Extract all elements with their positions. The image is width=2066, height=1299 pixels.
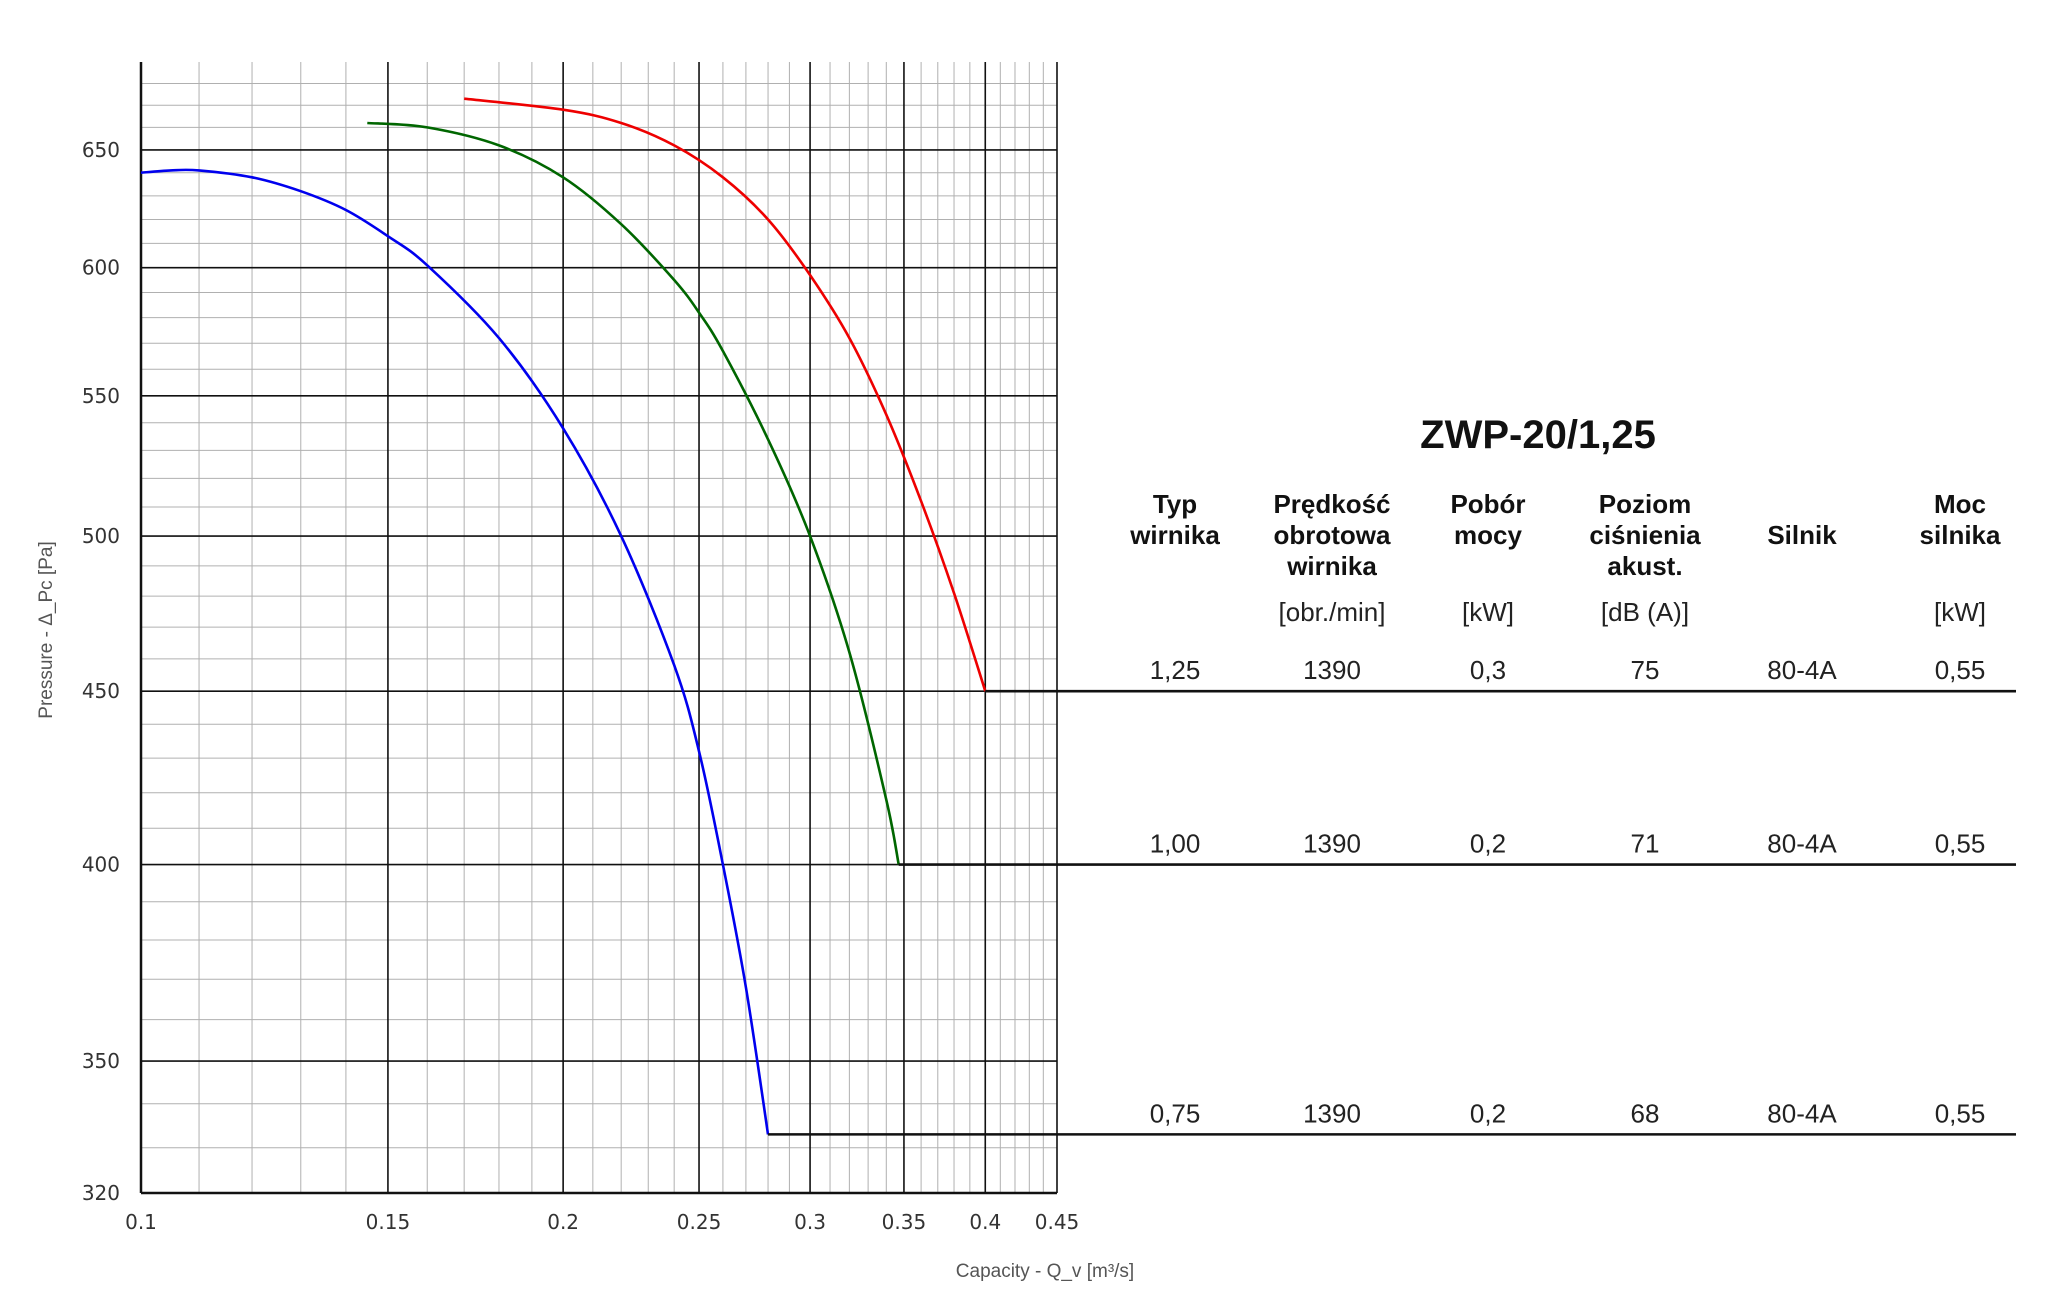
x-tick-label: 0.25 [677, 1210, 722, 1234]
column-header: mocy [1454, 520, 1522, 550]
y-tick-label: 450 [82, 679, 120, 703]
axes [139, 62, 1057, 1195]
y-tick-label: 650 [82, 138, 120, 162]
series-line-3 [464, 97, 987, 692]
x-tick-label: 0.2 [547, 1210, 579, 1234]
table-cell: 80-4A [1767, 829, 1837, 859]
column-header: Pobór [1450, 489, 1525, 519]
y-tick-label: 550 [82, 384, 120, 408]
table-cell: 0,75 [1150, 1098, 1201, 1128]
minor-grid [141, 62, 1057, 1193]
column-header: obrotowa [1274, 520, 1392, 550]
table-cell: 71 [1631, 829, 1660, 859]
x-tick-labels: 0.1 0.15 0.2 0.25 0.3 0.35 0.4 0.45 [125, 1210, 1079, 1234]
x-tick-label: 0.15 [366, 1210, 411, 1234]
x-tick-label: 0.3 [794, 1210, 826, 1234]
table-cell: 80-4A [1767, 1098, 1837, 1128]
table-cell: 1,00 [1150, 829, 1201, 859]
table-cell: 0,55 [1935, 655, 1986, 685]
table-cell: 0,2 [1470, 829, 1506, 859]
table-cell: 1390 [1303, 1098, 1361, 1128]
y-tick-labels: 320 350 400 450 500 550 600 650 [82, 138, 120, 1205]
column-header: Poziom [1599, 489, 1691, 519]
y-tick-label: 320 [82, 1181, 120, 1205]
table-cell: 0,55 [1935, 829, 1986, 859]
column-header: Prędkość [1273, 489, 1390, 519]
column-header: wirnika [1129, 520, 1220, 550]
table-cell: 0,3 [1470, 655, 1506, 685]
y-axis-label: Pressure - Δ_Pc [Pa] [36, 541, 57, 718]
x-tick-label: 0.1 [125, 1210, 157, 1234]
column-unit: [dB (A)] [1601, 597, 1689, 627]
y-tick-label: 400 [82, 853, 120, 877]
chart-title: ZWP-20/1,25 [1420, 413, 1656, 457]
column-header: Typ [1153, 489, 1197, 519]
series-line-2 [367, 121, 900, 865]
column-header: Moc [1934, 489, 1986, 519]
major-grid [140, 62, 1058, 1194]
x-tick-label: 0.45 [1035, 1210, 1080, 1234]
table-cell: 68 [1631, 1098, 1660, 1128]
y-tick-label: 350 [82, 1049, 120, 1073]
series-lines [140, 97, 987, 1135]
x-tick-label: 0.35 [882, 1210, 927, 1234]
x-axis-label: Capacity - Q_v [m³/s] [956, 1261, 1134, 1282]
table-cell: 1390 [1303, 655, 1361, 685]
column-unit: [obr./min] [1279, 597, 1386, 627]
table-cell: 80-4A [1767, 655, 1837, 685]
column-unit: [kW] [1934, 597, 1986, 627]
series-line-1 [140, 168, 770, 1135]
column-header: Silnik [1767, 520, 1837, 550]
table-cell: 1,25 [1150, 655, 1201, 685]
x-tick-label: 0.4 [969, 1210, 1001, 1234]
column-header: akust. [1607, 551, 1682, 581]
column-unit: [kW] [1462, 597, 1514, 627]
y-tick-label: 500 [82, 524, 120, 548]
spec-table: TypwirnikaPrędkośćobrotowawirnika[obr./m… [1129, 489, 2001, 1128]
table-cell: 75 [1631, 655, 1660, 685]
column-header: silnika [1920, 520, 2001, 550]
row-leader-lines [768, 689, 2016, 1136]
y-tick-label: 600 [82, 256, 120, 280]
column-header: ciśnienia [1589, 520, 1701, 550]
column-header: wirnika [1286, 551, 1377, 581]
table-cell: 0,55 [1935, 1098, 1986, 1128]
table-cell: 0,2 [1470, 1098, 1506, 1128]
table-cell: 1390 [1303, 829, 1361, 859]
